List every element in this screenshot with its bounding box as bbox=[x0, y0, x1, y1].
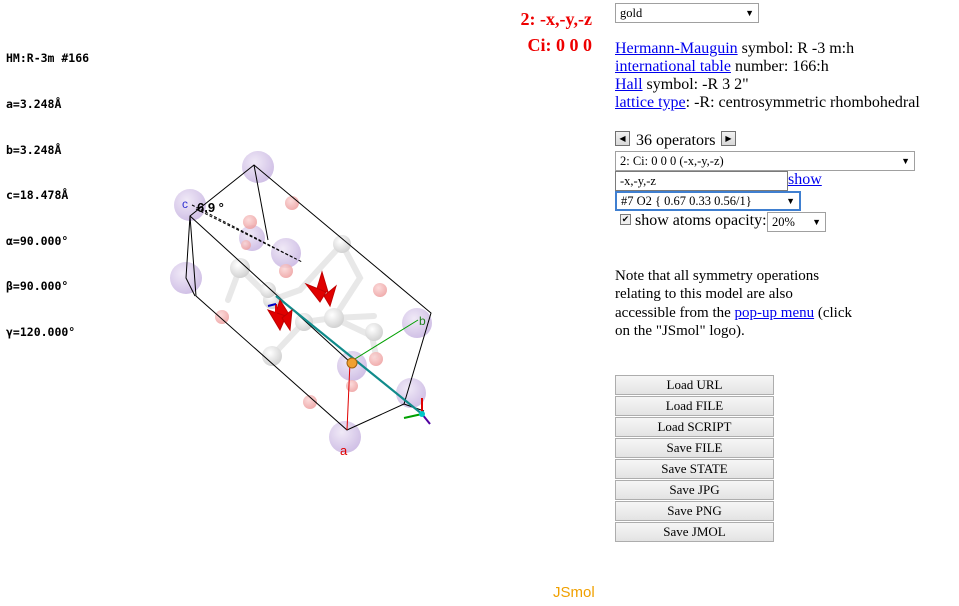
opacity-select[interactable]: 20% ▼ bbox=[767, 212, 826, 232]
axis-b-label: b bbox=[419, 314, 426, 328]
opacity-select-value: 20% bbox=[772, 214, 795, 229]
cell-c: c=18.478Å bbox=[6, 188, 69, 203]
hm-symbol-line: Hermann-Mauguin symbol: R -3 m:h bbox=[615, 40, 854, 59]
popup-menu-link[interactable]: pop-up menu bbox=[734, 304, 815, 321]
operator-select-value: 2: Ci: 0 0 0 (-x,-y,-z) bbox=[620, 153, 724, 168]
checkmark-icon: ✔ bbox=[621, 214, 630, 224]
chevron-down-icon: ▼ bbox=[786, 196, 795, 206]
next-operator-button[interactable]: ▶ bbox=[721, 131, 736, 146]
operators-count: 36 operators bbox=[636, 132, 716, 149]
cell-hm: HM:R-3m #166 bbox=[6, 51, 90, 66]
cell-parameters: HM:R-3m #166 a=3.248Å b=3.248Å c=18.478Å… bbox=[6, 21, 89, 371]
operator-arrows bbox=[266, 270, 337, 332]
origin-triad bbox=[267, 303, 277, 320]
axes-triad bbox=[403, 398, 431, 425]
operator-select[interactable]: 2: Ci: 0 0 0 (-x,-y,-z) ▼ bbox=[615, 151, 915, 171]
angle-label: 6.9 ° bbox=[197, 200, 224, 215]
lattice-link[interactable]: lattice type bbox=[615, 94, 686, 111]
white-atoms bbox=[230, 235, 383, 366]
cell-b: b=3.248Å bbox=[6, 142, 62, 157]
chevron-down-icon: ▼ bbox=[745, 8, 754, 18]
hall-line: Hall symbol: -R 3 2" bbox=[615, 76, 749, 95]
save-png-button[interactable]: Save PNG bbox=[615, 501, 774, 521]
operator-input[interactable]: -x,-y,-z bbox=[615, 171, 788, 191]
bond-network bbox=[225, 238, 379, 359]
gold-atoms bbox=[170, 151, 432, 453]
b-axis-line bbox=[349, 319, 419, 363]
a-axis-line bbox=[346, 361, 351, 431]
unit-cell bbox=[185, 164, 432, 431]
axis-a-label: a bbox=[340, 443, 348, 458]
jsmol-logo[interactable]: JSmol bbox=[553, 584, 595, 601]
axis-c-label: c bbox=[182, 197, 188, 211]
note-text: Note that all symmetry operations relati… bbox=[615, 267, 855, 340]
show-link[interactable]: show bbox=[788, 171, 822, 188]
load-file-button[interactable]: Load FILE bbox=[615, 396, 774, 416]
operator-input-value: -x,-y,-z bbox=[620, 173, 656, 188]
angle-measure bbox=[191, 204, 303, 263]
load-url-button[interactable]: Load URL bbox=[615, 375, 774, 395]
intl-table-line: international table number: 166:h bbox=[615, 58, 829, 77]
cell-beta: β=90.000° bbox=[6, 279, 69, 294]
triangle-left-icon: ◀ bbox=[619, 134, 626, 143]
save-jmol-button[interactable]: Save JMOL bbox=[615, 522, 774, 542]
intl-table-link[interactable]: international table bbox=[615, 58, 731, 75]
cell-alpha: α=90.000° bbox=[6, 233, 69, 248]
chevron-down-icon: ▼ bbox=[812, 217, 821, 227]
save-state-button[interactable]: Save STATE bbox=[615, 459, 774, 479]
prev-operator-button[interactable]: ◀ bbox=[615, 131, 630, 146]
symop-operation: 2: -x,-y,-z bbox=[520, 9, 592, 29]
hm-link[interactable]: Hermann-Mauguin bbox=[615, 40, 738, 57]
opacity-label: show atoms opacity: bbox=[635, 212, 767, 229]
structure-select[interactable]: gold ▼ bbox=[615, 3, 759, 23]
hall-link[interactable]: Hall bbox=[615, 76, 643, 93]
save-file-button[interactable]: Save FILE bbox=[615, 438, 774, 458]
hall-text: symbol: -R 3 2" bbox=[642, 76, 749, 93]
save-jpg-button[interactable]: Save JPG bbox=[615, 480, 774, 500]
hm-text: symbol: R -3 m:h bbox=[737, 40, 855, 57]
lattice-text: : -R: centrosymmetric rhombohedral bbox=[685, 94, 920, 111]
lattice-line: lattice type: -R: centrosymmetric rhombo… bbox=[615, 94, 920, 113]
atom-select[interactable]: #7 O2 { 0.67 0.33 0.56/1} ▼ bbox=[615, 191, 801, 211]
show-atoms-checkbox[interactable]: ✔ bbox=[620, 214, 631, 225]
jsmol-viewer[interactable]: c b a 6.9 ° HM:R-3m #166 a=3.248Å b=3.24… bbox=[0, 0, 608, 606]
selected-atom bbox=[346, 357, 358, 369]
chevron-down-icon: ▼ bbox=[901, 156, 910, 166]
load-script-button[interactable]: Load SCRIPT bbox=[615, 417, 774, 437]
structure-select-value: gold bbox=[620, 5, 643, 20]
triangle-right-icon: ▶ bbox=[725, 134, 732, 143]
cell-gamma: γ=120.000° bbox=[6, 325, 76, 340]
intl-table-text: number: 166:h bbox=[730, 58, 829, 75]
symop-type: Ci: 0 0 0 bbox=[527, 35, 593, 55]
note-prefix: Note that all symmetry operations relati… bbox=[615, 268, 820, 321]
symmetry-axis bbox=[275, 295, 423, 415]
atom-select-value: #7 O2 { 0.67 0.33 0.56/1} bbox=[621, 193, 752, 208]
crystal-structure-render[interactable]: c b a 6.9 ° bbox=[0, 0, 608, 606]
note-suffix: (click on the "JSmol" logo). bbox=[615, 304, 853, 339]
cell-a: a=3.248Å bbox=[6, 97, 62, 112]
